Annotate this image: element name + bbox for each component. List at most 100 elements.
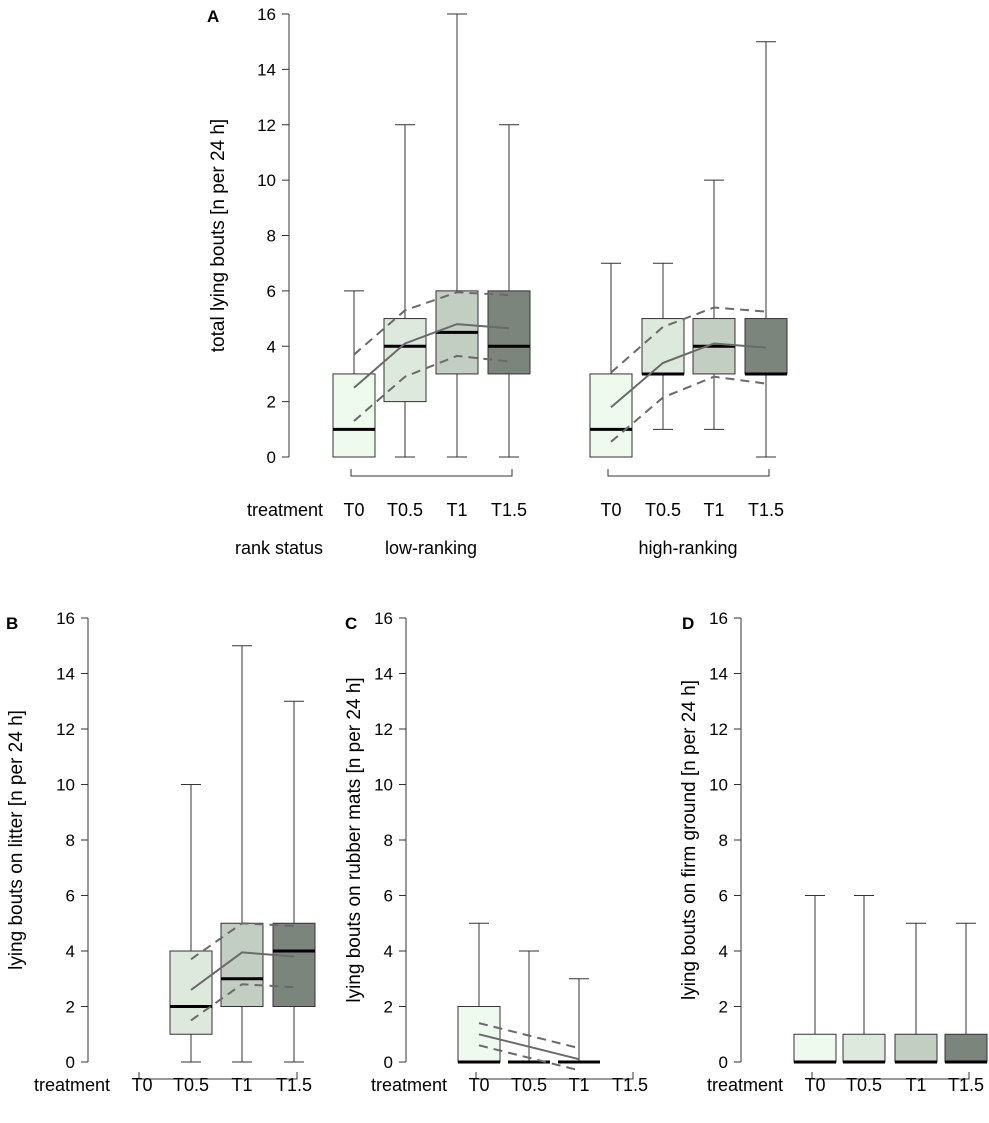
y-tick-label: 8 bbox=[384, 831, 393, 850]
box-body bbox=[457, 1006, 501, 1063]
rank-group-label: high-ranking bbox=[638, 538, 737, 558]
x-tick-label: T1.5 bbox=[276, 1075, 312, 1095]
x-axis-bracket bbox=[350, 469, 513, 477]
ci-lower-line bbox=[353, 354, 510, 422]
y-tick-label: 6 bbox=[384, 887, 393, 906]
y-tick-label: 4 bbox=[719, 942, 728, 961]
y-tick-label: 6 bbox=[66, 887, 75, 906]
box-body bbox=[220, 922, 264, 1007]
box-body bbox=[894, 1033, 938, 1063]
y-axis-title: lying bouts on rubber mats [n per 24 h] bbox=[344, 677, 365, 1002]
y-tick-label: 14 bbox=[257, 60, 276, 79]
x-tick-label: T1 bbox=[446, 500, 467, 520]
y-tick-label: 10 bbox=[709, 776, 728, 795]
ci-lower-line bbox=[610, 375, 767, 443]
box-T0.5 bbox=[842, 895, 886, 1064]
box-T1 bbox=[558, 978, 600, 1064]
fitted-line bbox=[190, 951, 295, 991]
box-T0 bbox=[457, 922, 501, 1064]
box-T1 bbox=[894, 922, 938, 1064]
y-tick-label: 16 bbox=[709, 609, 728, 628]
box-T0 bbox=[793, 895, 837, 1064]
y-axis-title: lying bouts on firm ground [n per 24 h] bbox=[679, 680, 700, 1000]
y-tick-label: 2 bbox=[719, 998, 728, 1017]
ci-upper-line bbox=[610, 306, 767, 374]
x-axis-bracket bbox=[475, 1072, 634, 1080]
y-tick-label: 4 bbox=[384, 942, 393, 961]
x-axis-bracket bbox=[811, 1072, 970, 1080]
x-tick-label: T0 bbox=[468, 1075, 489, 1095]
x-tick-label: T0.5 bbox=[511, 1075, 547, 1095]
box-T1 bbox=[220, 645, 264, 1063]
ci-lower-line bbox=[478, 1044, 580, 1072]
fitted-line bbox=[353, 323, 510, 389]
box-body bbox=[944, 1033, 988, 1063]
y-tick-label: 14 bbox=[374, 665, 393, 684]
y-tick-label: 0 bbox=[384, 1053, 393, 1072]
box-body bbox=[272, 922, 316, 1007]
x-tick-label: T1 bbox=[905, 1075, 926, 1095]
box-T1.5 bbox=[272, 700, 316, 1063]
y-tick-label: 12 bbox=[709, 720, 728, 739]
box-body bbox=[641, 318, 685, 375]
box-body bbox=[383, 318, 427, 403]
y-tick-label: 2 bbox=[66, 998, 75, 1017]
box-T0.5 bbox=[508, 950, 550, 1064]
treatment-row-label: treatment bbox=[707, 1075, 783, 1095]
panel-letter: A bbox=[207, 7, 219, 26]
y-tick-label: 0 bbox=[267, 448, 276, 467]
x-tick-label: T0 bbox=[343, 500, 364, 520]
y-tick-label: 12 bbox=[56, 720, 75, 739]
y-tick-label: 14 bbox=[56, 665, 75, 684]
y-tick-label: 14 bbox=[709, 665, 728, 684]
x-tick-label: T0 bbox=[600, 500, 621, 520]
y-axis-title: lying bouts on litter [n per 24 h] bbox=[6, 710, 27, 970]
treatment-row-label: treatment bbox=[34, 1075, 110, 1095]
box-body bbox=[169, 950, 213, 1035]
x-tick-label: T0.5 bbox=[387, 500, 423, 520]
x-tick-label: T1 bbox=[703, 500, 724, 520]
panel-letter: D bbox=[682, 614, 694, 633]
y-tick-label: 16 bbox=[374, 609, 393, 628]
treatment-row-label: treatment bbox=[247, 500, 323, 520]
x-tick-label: T0 bbox=[131, 1075, 152, 1095]
box-T1.5 bbox=[944, 922, 988, 1064]
ci-upper-line bbox=[190, 922, 295, 961]
y-tick-label: 10 bbox=[56, 776, 75, 795]
y-tick-label: 2 bbox=[267, 393, 276, 412]
panel-letter: C bbox=[345, 614, 357, 633]
y-tick-label: 4 bbox=[66, 942, 75, 961]
y-tick-label: 0 bbox=[719, 1053, 728, 1072]
box-body bbox=[589, 373, 633, 458]
box-T0.5 bbox=[641, 262, 685, 430]
x-tick-label: T1.5 bbox=[748, 500, 784, 520]
box-body bbox=[487, 290, 531, 375]
rank-status-row-label: rank status bbox=[235, 538, 323, 558]
y-tick-label: 8 bbox=[267, 227, 276, 246]
y-tick-label: 2 bbox=[384, 998, 393, 1017]
x-tick-label: T0.5 bbox=[846, 1075, 882, 1095]
x-axis-bracket bbox=[138, 1072, 298, 1080]
box-T0.5 bbox=[383, 124, 427, 458]
treatment-row-label: treatment bbox=[371, 1075, 447, 1095]
x-tick-label: T0.5 bbox=[173, 1075, 209, 1095]
x-tick-label: T0 bbox=[804, 1075, 825, 1095]
box-T0 bbox=[589, 262, 633, 458]
x-axis-bracket bbox=[607, 469, 770, 477]
fitted-line bbox=[478, 1033, 580, 1061]
x-tick-label: T1 bbox=[568, 1075, 589, 1095]
fitted-line bbox=[610, 342, 767, 408]
box-body bbox=[793, 1033, 837, 1063]
ci-upper-line bbox=[353, 291, 510, 356]
panel-letter: B bbox=[6, 614, 18, 633]
y-tick-label: 16 bbox=[56, 609, 75, 628]
box-T1.5 bbox=[744, 41, 788, 458]
x-tick-label: T1.5 bbox=[491, 500, 527, 520]
y-tick-label: 0 bbox=[66, 1053, 75, 1072]
x-tick-label: T1.5 bbox=[612, 1075, 648, 1095]
ci-lower-line bbox=[190, 983, 295, 1022]
y-tick-label: 4 bbox=[267, 337, 276, 356]
y-tick-label: 16 bbox=[257, 5, 276, 24]
y-tick-label: 12 bbox=[257, 116, 276, 135]
y-tick-label: 10 bbox=[257, 171, 276, 190]
